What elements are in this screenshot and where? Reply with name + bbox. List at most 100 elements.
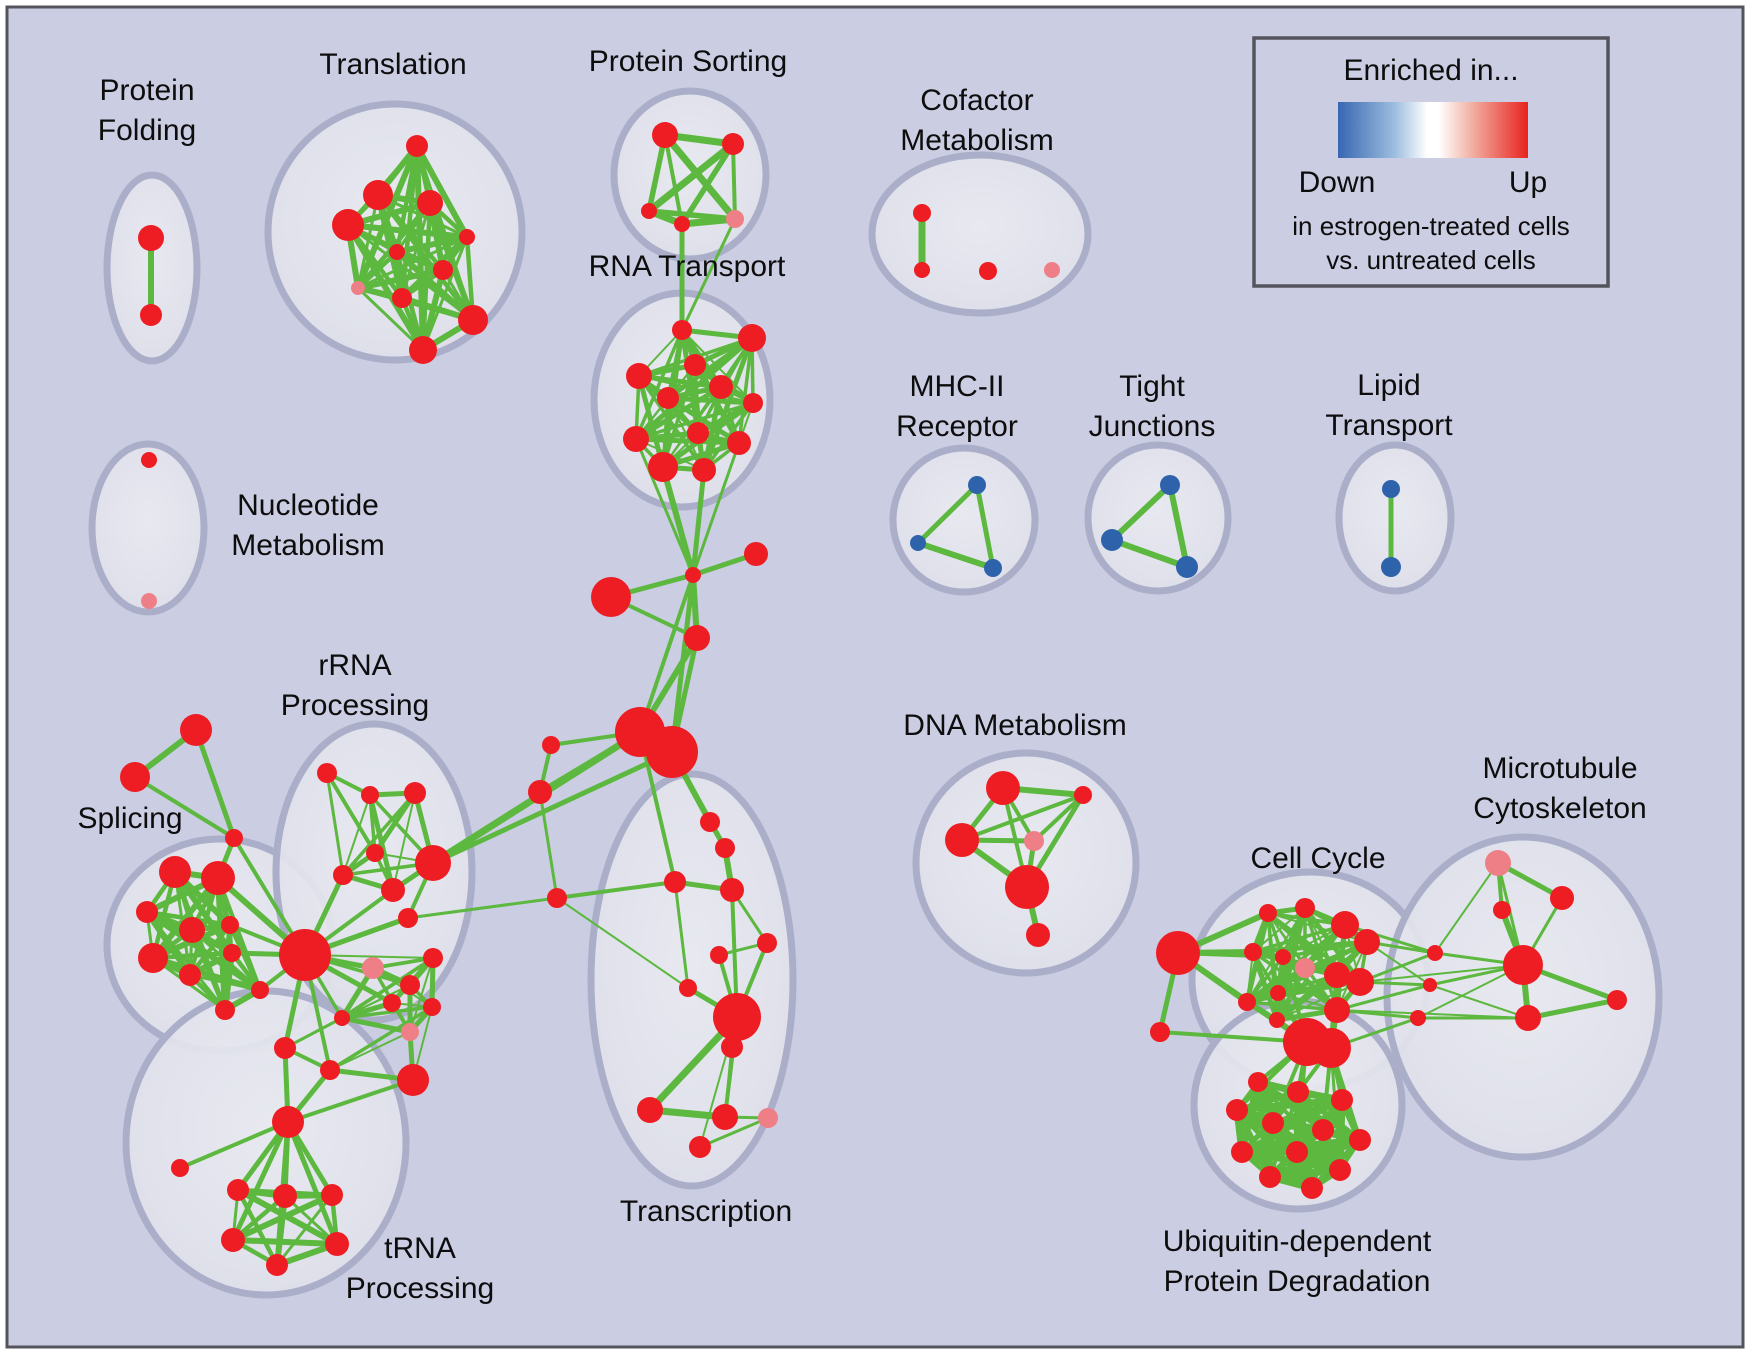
gene-set-node	[1005, 865, 1049, 909]
cluster-trna-ellipse	[122, 987, 410, 1299]
gene-set-node	[215, 1000, 235, 1020]
edge	[1429, 984, 1529, 1019]
gene-set-node	[664, 871, 686, 893]
cluster-pf-label: Protein	[99, 74, 194, 107]
gene-set-node	[679, 979, 697, 997]
legend-down-label: Down	[1299, 166, 1376, 199]
legend-caption-line2: vs. untreated cells	[1326, 245, 1536, 275]
legend: Enriched in... Down Up in estrogen-treat…	[1252, 36, 1610, 288]
gene-set-node	[727, 431, 751, 455]
cluster-mt-label: Microtubule	[1482, 752, 1637, 785]
cluster-nm-label: Metabolism	[231, 529, 384, 562]
edge	[1167, 482, 1190, 570]
edge	[636, 373, 724, 390]
gene-set-node	[458, 305, 488, 335]
gene-set-node	[757, 933, 777, 953]
gene-set-node	[713, 993, 761, 1041]
gene-set-node	[398, 908, 418, 928]
edge	[645, 140, 737, 215]
gene-set-node	[709, 375, 733, 399]
gene-set-node	[1329, 1159, 1351, 1181]
edge	[698, 1116, 770, 1149]
edge	[679, 141, 736, 227]
gene-set-node	[715, 838, 735, 858]
edge	[430, 749, 675, 866]
gene-set-node	[406, 135, 428, 157]
gene-set-node	[1503, 945, 1543, 985]
edge	[340, 1005, 434, 1020]
gene-set-node	[910, 535, 926, 551]
cluster-rr-label: Processing	[281, 689, 429, 722]
edge	[556, 897, 689, 989]
gene-set-node	[744, 542, 768, 566]
edge	[737, 336, 754, 445]
gene-set-node	[389, 244, 405, 260]
edge	[394, 249, 476, 323]
gene-set-node	[685, 567, 701, 583]
gene-set-node	[179, 917, 205, 943]
cluster-mt-label: Cytoskeleton	[1473, 792, 1646, 825]
gene-set-node	[1259, 904, 1277, 922]
legend-caption-line1: in estrogen-treated cells	[1292, 211, 1569, 241]
gene-set-node	[1493, 901, 1511, 919]
edge	[633, 384, 724, 442]
gene-set-node	[914, 262, 930, 278]
gene-set-node	[251, 981, 269, 999]
gene-set-node	[1275, 949, 1291, 965]
gene-set-node	[225, 829, 243, 847]
gene-set-node	[758, 1108, 778, 1128]
edge	[394, 234, 470, 255]
gene-set-node	[1324, 962, 1350, 988]
gene-set-node	[684, 625, 710, 651]
gene-set-node	[1346, 968, 1374, 996]
gene-set-node	[120, 762, 150, 792]
gene-set-node	[1248, 1072, 1268, 1092]
cluster-nm-label: Nucleotide	[237, 489, 379, 522]
gene-set-node	[623, 426, 649, 452]
edge	[1335, 983, 1432, 1012]
gene-set-node	[1269, 1012, 1285, 1028]
cluster-lt-ellipse	[1335, 441, 1455, 595]
gene-set-node	[692, 458, 716, 482]
cluster-dna-ellipse	[912, 749, 1140, 977]
gene-set-node	[366, 844, 384, 862]
edge	[328, 1005, 434, 1072]
gene-set-node	[1286, 1141, 1308, 1163]
edge	[285, 1119, 340, 1247]
edge	[133, 775, 236, 840]
cluster-trna-label: tRNA	[384, 1232, 456, 1265]
cluster-lt-label: Lipid	[1357, 369, 1420, 402]
gene-set-node	[334, 1010, 350, 1026]
edge	[145, 910, 227, 1012]
edge	[1252, 907, 1306, 953]
cluster-rr-label: rRNA	[318, 649, 391, 682]
gene-set-node	[1427, 945, 1443, 961]
edge	[1158, 1030, 1309, 1044]
gene-set-node	[684, 354, 706, 376]
gene-set-node	[1044, 262, 1060, 278]
gene-set-node	[528, 780, 552, 804]
edge	[355, 249, 400, 291]
gene-set-node	[700, 812, 720, 832]
cluster-tj-label: Tight	[1119, 370, 1185, 403]
gene-set-node	[648, 452, 678, 482]
gene-set-node	[1485, 850, 1511, 876]
gene-set-node	[913, 204, 931, 222]
edge	[1109, 482, 1173, 543]
gene-set-node	[542, 736, 560, 754]
edge	[342, 794, 371, 876]
gene-set-node	[221, 1228, 245, 1252]
gene-set-node	[351, 281, 365, 295]
edge	[691, 441, 741, 577]
edge	[325, 771, 377, 855]
gene-set-node	[652, 122, 678, 148]
edge	[1244, 965, 1308, 1005]
edge	[915, 482, 980, 546]
gene-set-node	[138, 943, 168, 973]
edge	[1329, 1046, 1342, 1172]
gene-set-node	[266, 1254, 288, 1276]
gene-set-node	[646, 726, 698, 778]
edge	[636, 373, 666, 470]
gene-set-node	[641, 203, 657, 219]
